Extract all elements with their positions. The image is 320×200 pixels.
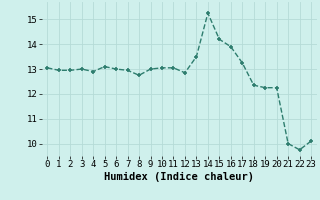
- X-axis label: Humidex (Indice chaleur): Humidex (Indice chaleur): [104, 172, 254, 182]
